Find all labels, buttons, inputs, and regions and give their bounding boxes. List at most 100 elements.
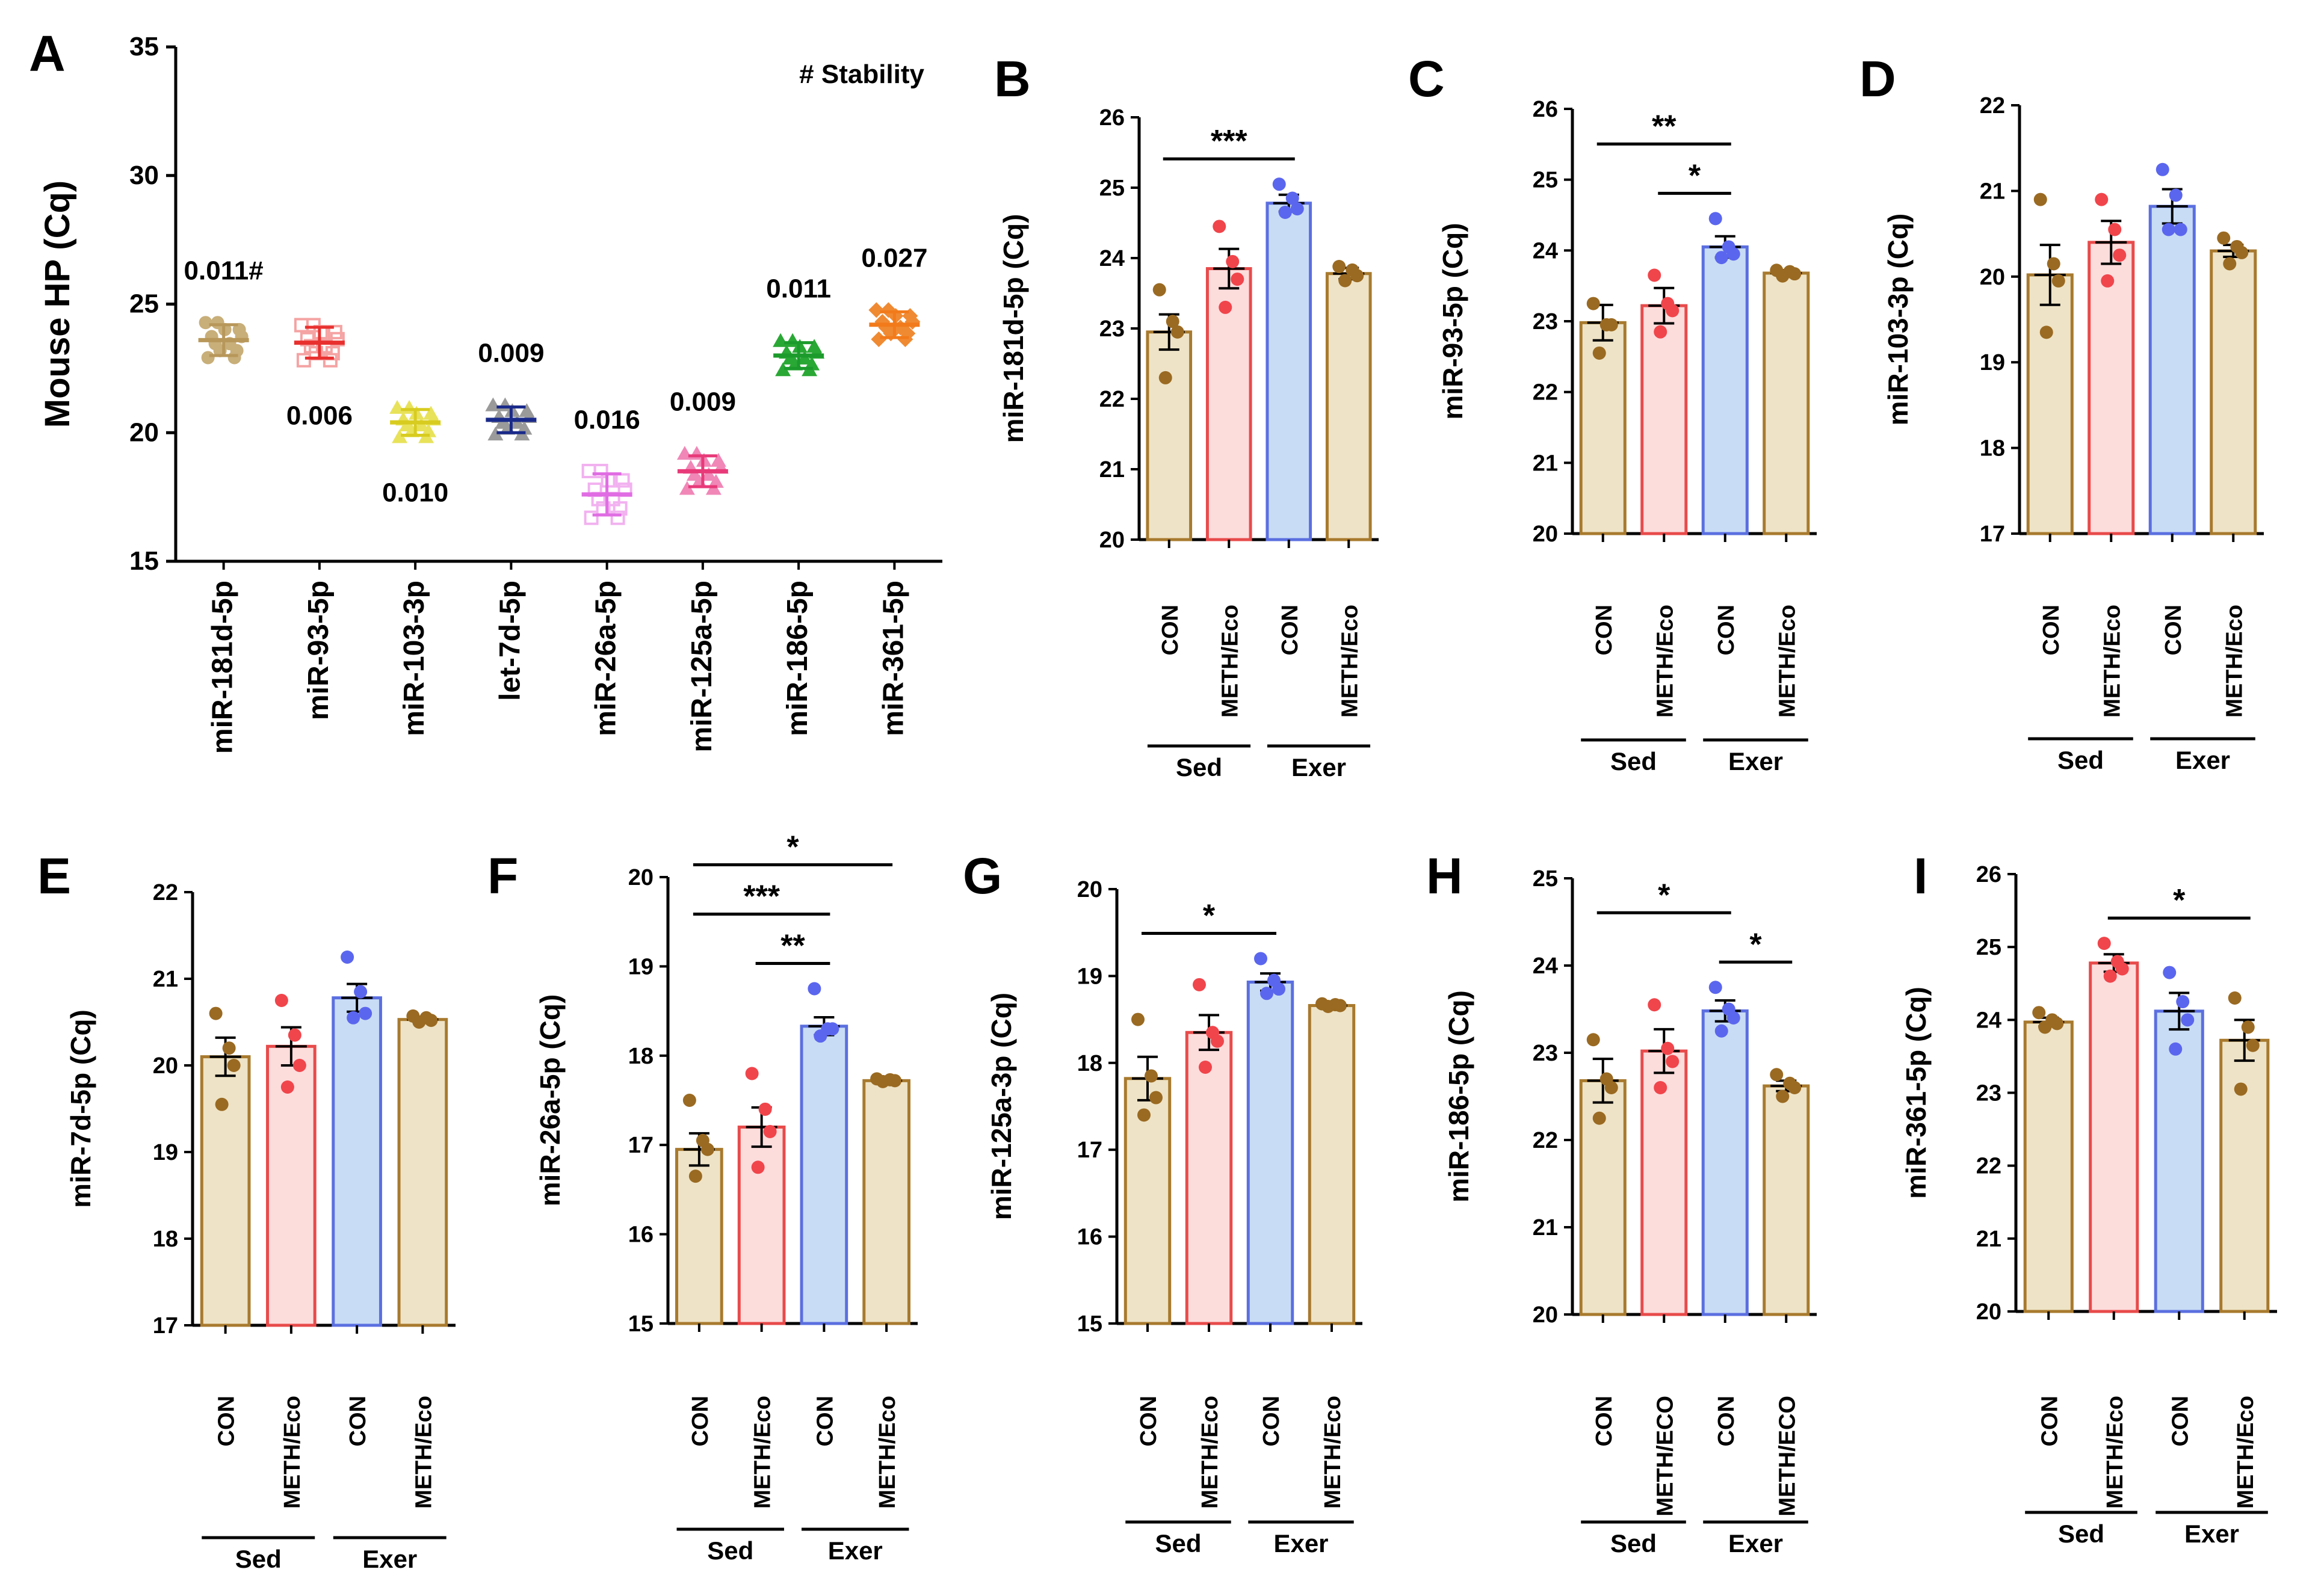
data-point-miR-125a-5p: [700, 467, 717, 481]
data-point-C-2: [1726, 247, 1740, 261]
data-point-F-0: [682, 1094, 696, 1107]
data-point-C-2: [1708, 212, 1722, 226]
group-label-E-0: Sed: [235, 1545, 282, 1573]
data-point-miR-103-3p: [392, 429, 408, 443]
y-tick-label-C: 25: [1533, 168, 1558, 193]
y-tick-label-D: 20: [1980, 265, 2005, 290]
data-point-F-1: [758, 1102, 772, 1116]
data-point-B-2: [1278, 205, 1292, 219]
data-point-B-2: [1290, 202, 1304, 216]
bar-B-0: [1146, 330, 1193, 541]
stability-value-miR-93-5p: 0.006: [286, 401, 353, 430]
data-point-G-0: [1149, 1091, 1163, 1105]
data-point-B-1: [1231, 273, 1244, 286]
x-tick-label-G-2: CON: [1259, 1396, 1284, 1446]
x-tick-label-miR-103-3p: miR-103-3p: [398, 581, 430, 736]
x-tick-label-D-2: CON: [2161, 605, 2186, 655]
data-point-miR-93-5p: [323, 353, 338, 368]
data-point-miR-93-5p: [296, 353, 311, 368]
x-tick-label-F-3: METH/Eco: [875, 1396, 900, 1509]
stability-value-miR-26a-5p: 0.016: [574, 405, 640, 435]
data-point-D-0: [2051, 274, 2065, 288]
data-point-miR-186-5p: [806, 339, 823, 353]
data-point-F-1: [751, 1160, 765, 1174]
data-point-I-1: [2115, 962, 2129, 976]
group-label-E-1: Exer: [362, 1545, 417, 1573]
stability-value-miR-186-5p: 0.011: [766, 274, 831, 304]
data-point-miR-93-5p: [300, 331, 315, 347]
y-tick-label-C: 23: [1533, 309, 1558, 334]
data-point-miR-26a-5p: [610, 510, 625, 525]
data-point-D-3: [2235, 245, 2249, 259]
y-axis-title-E: miR-7d-5p (Cq): [65, 1009, 96, 1208]
data-point-H-0: [1586, 1033, 1600, 1047]
data-point-miR-181d-5p: [232, 322, 246, 336]
y-tick-label-A: 35: [129, 32, 159, 61]
bar-C-1: [1640, 304, 1688, 535]
y-tick-label-G: 17: [1077, 1138, 1102, 1163]
data-point-E-2: [347, 1011, 360, 1025]
x-tick-label-G-1: METH/Eco: [1198, 1396, 1223, 1509]
data-point-F-3: [876, 1074, 890, 1088]
data-point-C-1: [1654, 325, 1667, 339]
data-point-B-1: [1219, 300, 1232, 314]
bar-F-3: [862, 1079, 910, 1325]
panel-label-E: E: [37, 848, 71, 904]
group-label-D-0: Sed: [2057, 746, 2104, 774]
data-point-miR-181d-5p: [199, 316, 212, 330]
data-point-miR-125a-5p: [679, 481, 695, 495]
bar-C-3: [1763, 271, 1810, 535]
bar-F-2: [800, 1025, 848, 1325]
data-point-D-3: [2223, 257, 2237, 271]
y-tick-label-B: 25: [1099, 176, 1125, 201]
y-axis-title-B: miR-181d-5p (Cq): [998, 214, 1029, 443]
data-point-D-1: [2095, 193, 2109, 206]
y-tick-label-D: 21: [1980, 179, 2005, 204]
data-point-H-1: [1648, 998, 1661, 1012]
data-point-miR-181d-5p: [227, 351, 241, 365]
y-tick-label-E: 19: [153, 1140, 178, 1165]
stability-value-miR-125a-5p: 0.009: [670, 387, 736, 417]
data-point-I-0: [2038, 1020, 2052, 1034]
data-point-B-0: [1170, 325, 1184, 339]
data-point-G-2: [1260, 987, 1273, 1000]
x-tick-label-I-1: METH/Eco: [2103, 1396, 2128, 1509]
y-tick-label-C: 24: [1533, 238, 1558, 263]
y-tick-label-B: 22: [1099, 387, 1125, 412]
data-point-G-0: [1137, 1108, 1151, 1122]
y-axis-title-H: miR-186-5p (Cq): [1443, 990, 1474, 1203]
x-tick-label-miR-361-5p: miR-361-5p: [877, 581, 909, 736]
y-tick-label-G: 18: [1077, 1051, 1102, 1076]
data-point-I-3: [2241, 1020, 2255, 1034]
y-axis-title-A: Mouse HP (Cq): [38, 180, 77, 428]
x-tick-label-B-1: METH/Eco: [1217, 605, 1243, 718]
data-point-E-2: [341, 951, 354, 964]
y-tick-label-F: 20: [628, 865, 654, 890]
data-point-miR-125a-5p: [710, 452, 726, 467]
significance-label-B-0: ***: [1211, 124, 1247, 159]
y-tick-label-G: 15: [1077, 1311, 1102, 1337]
data-point-C-0: [1586, 297, 1600, 310]
data-point-let-7d-5p: [487, 427, 504, 441]
bar-C-2: [1701, 245, 1749, 535]
significance-label-G-0: *: [1203, 899, 1216, 934]
data-point-C-3: [1788, 267, 1802, 281]
y-tick-label-E: 22: [153, 880, 178, 905]
data-point-F-2: [808, 982, 821, 996]
y-tick-label-I: 23: [1976, 1081, 2001, 1106]
bar-E-3: [397, 1018, 448, 1327]
x-tick-label-C-1: METH/Eco: [1652, 605, 1678, 718]
bar-H-2: [1701, 1009, 1749, 1316]
y-tick-label-F: 18: [628, 1044, 654, 1069]
panel-label-H: H: [1426, 848, 1463, 904]
y-tick-label-B: 24: [1099, 246, 1125, 271]
bar-G-2: [1246, 981, 1294, 1325]
panel-label-G: G: [963, 848, 1002, 904]
data-point-E-0: [209, 1006, 223, 1020]
data-point-I-2: [2181, 1013, 2195, 1027]
data-point-D-2: [2156, 162, 2169, 176]
significance-label-C-0: **: [1652, 109, 1677, 144]
data-point-E-2: [359, 1006, 372, 1020]
y-axis-title-I: miR-361-5p (Cq): [1900, 987, 1932, 1199]
significance-label-F-1: ***: [743, 880, 780, 914]
